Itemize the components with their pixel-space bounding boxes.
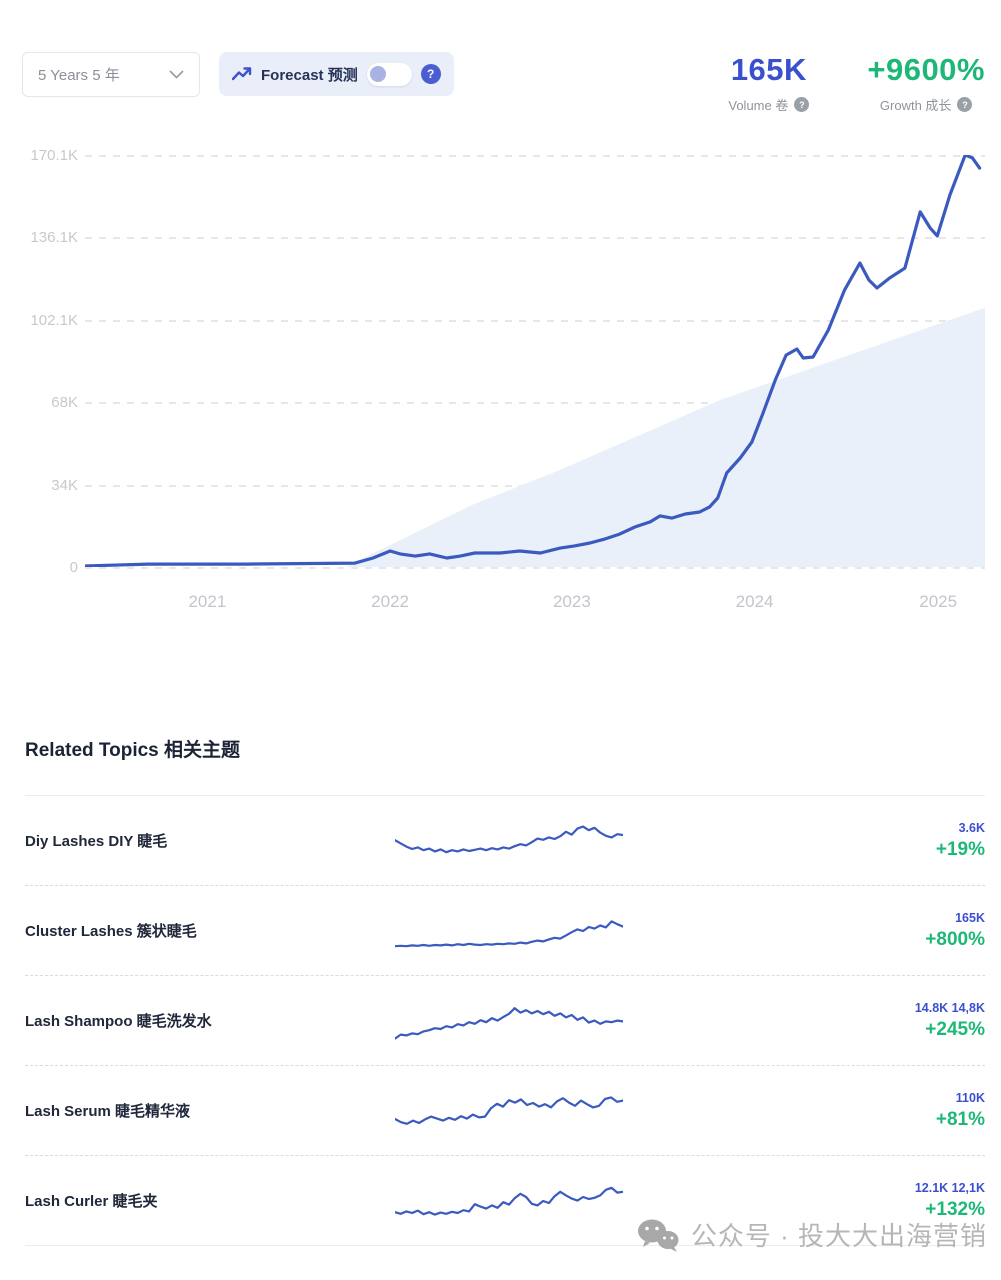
topic-growth: +132% xyxy=(925,1198,985,1220)
topic-sparkline xyxy=(395,919,623,947)
topic-volume: 14.8K 14,8K xyxy=(914,1000,985,1015)
y-gridline xyxy=(85,237,985,240)
topbar: 5 Years 5 年 Forecast 预测 ? 165K Volume 卷 … xyxy=(22,52,985,114)
watermark: 公众号 · 投大大出海营销 xyxy=(635,1216,987,1253)
volume-help-icon[interactable]: ? xyxy=(794,97,810,112)
x-axis-tick-label: 2024 xyxy=(735,592,774,611)
topic-volume: 110K xyxy=(955,1090,985,1105)
forecast-label: Forecast 预测 xyxy=(261,66,358,84)
time-range-dropdown[interactable]: 5 Years 5 年 xyxy=(22,52,200,97)
volume-label: Volume 卷 xyxy=(728,98,789,113)
topic-label: Lash Curler 睫毛夹 xyxy=(25,1193,158,1210)
related-topic-row[interactable]: Lash Shampoo 睫毛洗发水 14.8K 14,8K +245% xyxy=(25,976,985,1066)
topic-growth: +245% xyxy=(925,1018,985,1040)
y-axis-tick-label: 170.1K xyxy=(30,147,78,164)
y-axis-tick-label: 102.1K xyxy=(30,311,78,329)
volume-trend-line xyxy=(85,155,982,567)
topic-growth: +19% xyxy=(935,838,985,860)
growth-value: +9600% xyxy=(867,52,985,87)
topic-volume: 12.1K 12,1K xyxy=(914,1180,985,1195)
related-topic-row[interactable]: Lash Serum 睫毛精华液 110K +81% xyxy=(25,1066,985,1156)
topic-volume: 165K xyxy=(955,910,985,925)
topic-values: 165K +800% xyxy=(925,911,985,951)
volume-value: 165K xyxy=(730,52,807,87)
section-divider xyxy=(25,795,985,796)
stats: 165K Volume 卷 ? +9600% Growth 成长 ? xyxy=(728,52,985,114)
x-axis-tick-label: 2023 xyxy=(552,592,591,611)
volume-label-row: Volume 卷 ? xyxy=(728,95,810,114)
y-axis-tick-label: 34K xyxy=(51,476,78,494)
trending-up-icon xyxy=(232,67,252,81)
related-topic-row[interactable]: Cluster Lashes 簇状睫毛 165K +800% xyxy=(25,886,985,976)
forecast-control: Forecast 预测 ? xyxy=(219,52,454,96)
y-axis-tick-label: 0 xyxy=(69,559,78,576)
topic-label: Lash Serum 睫毛精华液 xyxy=(25,1103,191,1120)
topic-label: Diy Lashes DIY 睫毛 xyxy=(25,833,168,850)
forecast-help-icon[interactable]: ? xyxy=(420,64,441,84)
y-axis-tick-label: 68K xyxy=(51,394,78,412)
topic-growth: +81% xyxy=(935,1108,985,1130)
growth-label: Growth 成长 xyxy=(879,98,952,113)
topic-sparkline xyxy=(395,1095,623,1125)
topic-values: 3.6K +19% xyxy=(936,821,985,861)
x-axis-tick-label: 2025 xyxy=(919,592,958,611)
toggle-knob xyxy=(369,66,386,82)
topic-values: 12.1K 12,1K +132% xyxy=(915,1181,985,1221)
forecast-trend-area xyxy=(345,307,985,567)
topic-label: Cluster Lashes 簇状睫毛 xyxy=(25,923,197,940)
topic-values: 110K +81% xyxy=(936,1091,985,1131)
related-topic-row[interactable]: Lash Curler 睫毛夹 12.1K 12,1K +132% xyxy=(25,1156,985,1246)
topic-growth: +800% xyxy=(925,928,985,950)
topic-sparkline xyxy=(395,1006,623,1040)
chevron-down-icon xyxy=(169,70,184,79)
x-axis-tick-label: 2022 xyxy=(371,592,410,611)
y-gridline xyxy=(85,155,985,157)
y-gridline xyxy=(85,402,985,405)
volume-stat: 165K Volume 卷 ? xyxy=(728,52,810,114)
trend-line-svg xyxy=(85,155,985,567)
topic-label: Lash Shampoo 睫毛洗发水 xyxy=(25,1013,212,1030)
related-topics-section: Related Topics 相关主题 Diy Lashes DIY 睫毛 3.… xyxy=(25,735,985,1246)
related-topics-title: Related Topics 相关主题 xyxy=(25,740,241,761)
related-topic-row[interactable]: Diy Lashes DIY 睫毛 3.6K +19% xyxy=(25,796,985,886)
topic-sparkline xyxy=(395,1186,623,1216)
topic-sparkline xyxy=(395,825,623,853)
forecast-toggle[interactable] xyxy=(366,62,412,86)
wechat-icon xyxy=(637,1219,679,1252)
growth-stat: +9600% Growth 成长 ? xyxy=(867,52,985,114)
topic-volume: 3.6K xyxy=(958,820,985,835)
y-gridline xyxy=(85,567,985,569)
time-range-label: 5 Years 5 年 xyxy=(38,67,120,84)
related-topics-list: Diy Lashes DIY 睫毛 3.6K +19% Cluster Lash… xyxy=(25,796,985,1246)
growth-help-icon[interactable]: ? xyxy=(957,97,973,112)
x-axis-tick-label: 2021 xyxy=(188,592,227,611)
y-gridline xyxy=(85,319,985,322)
watermark-text: 公众号 · 投大大出海营销 xyxy=(690,1221,987,1251)
growth-label-row: Growth 成长 ? xyxy=(867,95,985,114)
y-axis-tick-label: 136.1K xyxy=(30,229,78,247)
trend-chart[interactable]: 170.1K 136.1K 102.1K 68K 34K 0 2021 2022 2023 20… xyxy=(0,130,1001,630)
topic-values: 14.8K 14,8K +245% xyxy=(915,1001,985,1041)
